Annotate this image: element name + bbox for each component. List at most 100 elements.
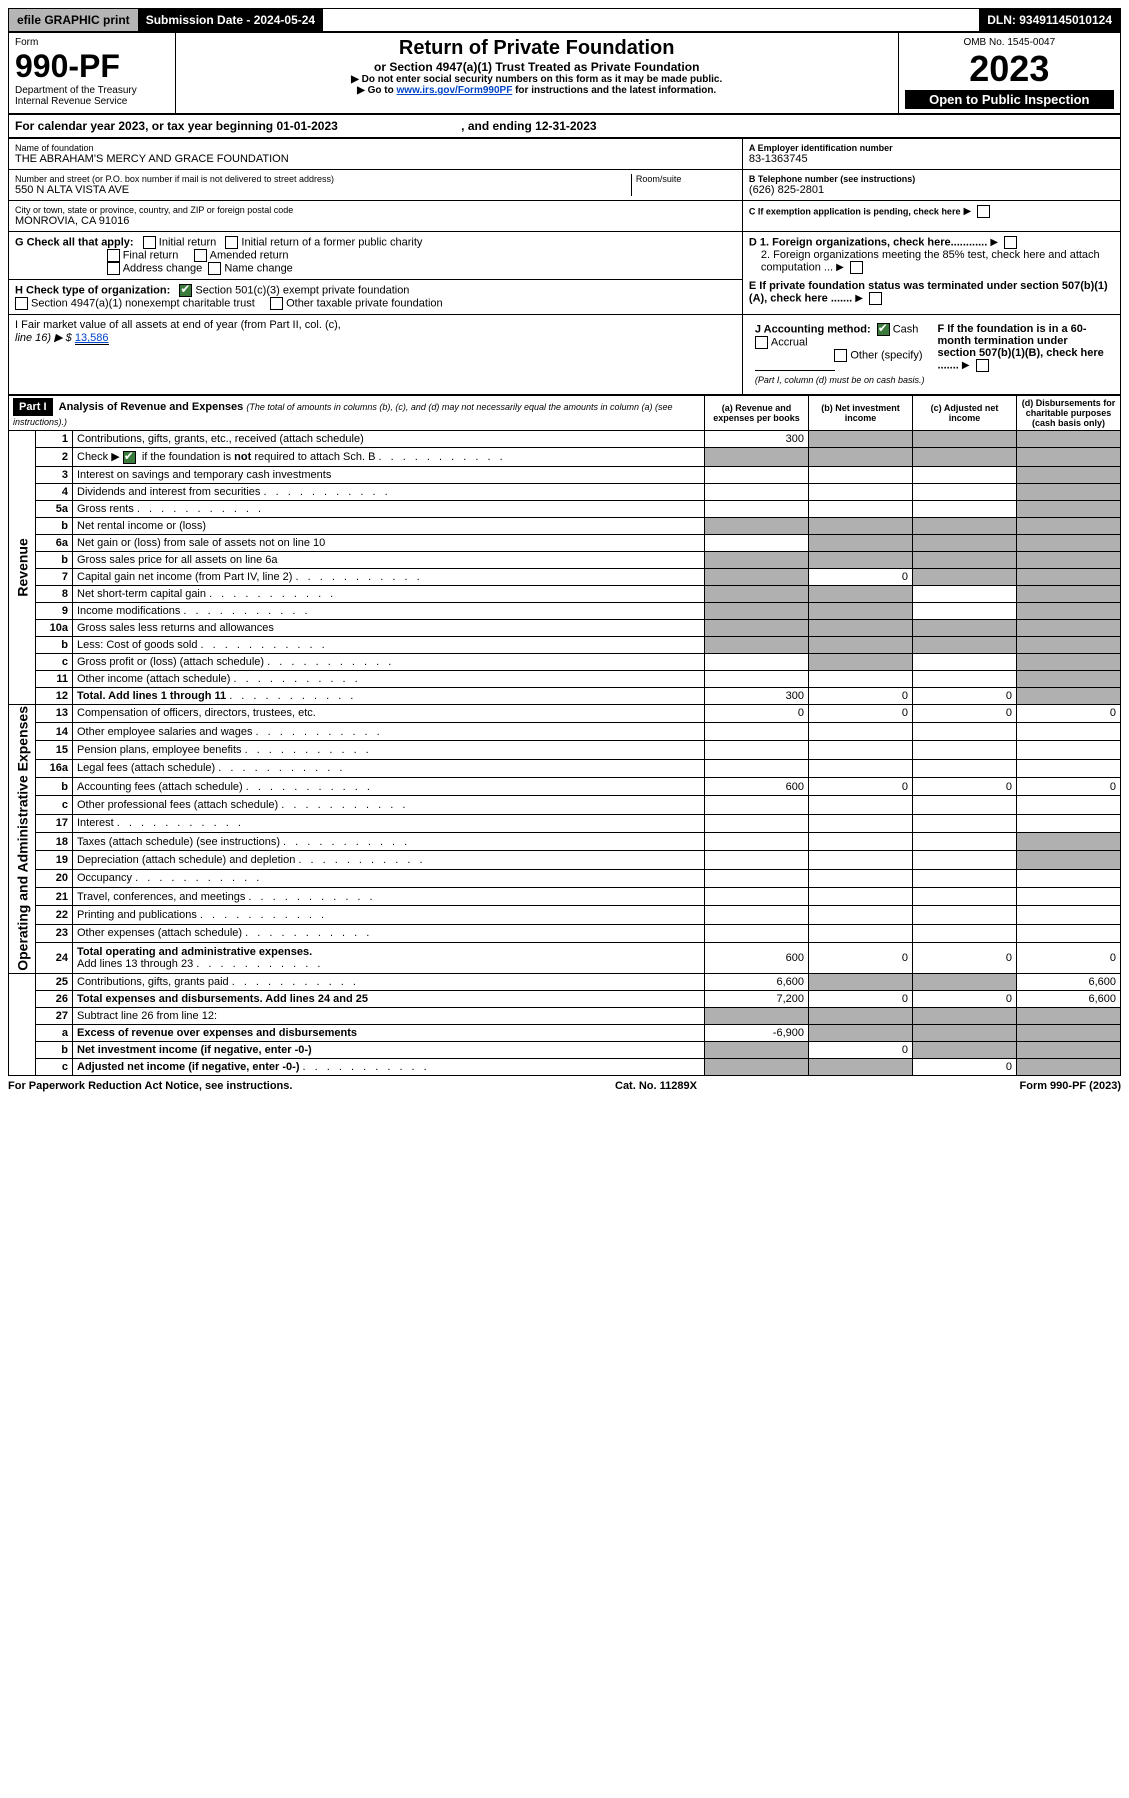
g-initial: Initial return <box>159 236 216 248</box>
col-a: (a) Revenue and expenses per books <box>705 396 809 431</box>
val-24b: 0 <box>809 943 913 974</box>
room-label: Room/suite <box>636 174 736 184</box>
j-cash-checkbox[interactable] <box>877 323 890 336</box>
city: MONROVIA, CA 91016 <box>15 215 736 227</box>
j-accrual: Accrual <box>771 336 808 348</box>
row-16a: Legal fees (attach schedule) <box>73 759 705 777</box>
d1-checkbox[interactable] <box>1004 236 1017 249</box>
i-line16: line 16) ▶ $ <box>15 332 72 344</box>
row-24: Total operating and administrative expen… <box>73 943 705 974</box>
row-16b: Accounting fees (attach schedule) <box>73 777 705 795</box>
i-label: I Fair market value of all assets at end… <box>15 319 736 331</box>
val-13a: 0 <box>705 704 809 722</box>
phone: (626) 825-2801 <box>749 184 1114 196</box>
row-26: Total expenses and disbursements. Add li… <box>73 991 705 1008</box>
e-label: E If private foundation status was termi… <box>749 280 1108 304</box>
val-1a: 300 <box>705 431 809 448</box>
val-26d: 6,600 <box>1017 991 1121 1008</box>
form-number: 990-PF <box>15 48 169 85</box>
pra-notice: For Paperwork Reduction Act Notice, see … <box>8 1080 292 1092</box>
row-7: Capital gain net income (from Part IV, l… <box>73 568 705 585</box>
g-initial-pub: Initial return of a former public charit… <box>241 236 422 248</box>
col-b: (b) Net investment income <box>809 396 913 431</box>
form-ref: Form 990-PF (2023) <box>1020 1080 1121 1092</box>
row-27b: Net investment income (if negative, ente… <box>73 1042 705 1059</box>
e-checkbox[interactable] <box>869 292 882 305</box>
col-c: (c) Adjusted net income <box>913 396 1017 431</box>
city-label: City or town, state or province, country… <box>15 205 736 215</box>
row-14: Other employee salaries and wages <box>73 722 705 740</box>
row-12: Total. Add lines 1 through 11 <box>73 687 705 704</box>
g-name: Name change <box>224 262 293 274</box>
c-checkbox[interactable] <box>977 205 990 218</box>
j-note: (Part I, column (d) must be on cash basi… <box>755 375 925 385</box>
irs-link[interactable]: www.irs.gov/Form990PF <box>397 85 513 96</box>
val-26c: 0 <box>913 991 1017 1008</box>
f-checkbox[interactable] <box>976 359 989 372</box>
h-other-checkbox[interactable] <box>270 297 283 310</box>
expenses-side: Operating and Administrative Expenses <box>9 704 36 974</box>
j-cash: Cash <box>893 323 919 335</box>
val-7b: 0 <box>809 568 913 585</box>
row-10b: Less: Cost of goods sold <box>73 636 705 653</box>
row-16c: Other professional fees (attach schedule… <box>73 796 705 814</box>
row-22: Printing and publications <box>73 906 705 924</box>
address: 550 N ALTA VISTA AVE <box>15 184 631 196</box>
g-name-checkbox[interactable] <box>208 262 221 275</box>
val-12c: 0 <box>913 687 1017 704</box>
ein: 83-1363745 <box>749 153 1114 165</box>
h-4947-checkbox[interactable] <box>15 297 28 310</box>
note2: ▶ Go to www.irs.gov/Form990PF for instru… <box>182 85 892 96</box>
g-initialpub-checkbox[interactable] <box>225 236 238 249</box>
j-other-checkbox[interactable] <box>834 349 847 362</box>
phone-label: B Telephone number (see instructions) <box>749 174 1114 184</box>
row-6a: Net gain or (loss) from sale of assets n… <box>73 534 705 551</box>
revenue-side: Revenue <box>9 431 36 705</box>
open-to-public: Open to Public Inspection <box>905 90 1114 109</box>
i-value[interactable]: 13,586 <box>75 332 109 345</box>
j-other: Other (specify) <box>850 349 922 361</box>
efile-label[interactable]: efile GRAPHIC print <box>9 9 138 31</box>
row-27c: Adjusted net income (if negative, enter … <box>73 1059 705 1076</box>
row-10a: Gross sales less returns and allowances <box>73 619 705 636</box>
topbar: efile GRAPHIC print Submission Date - 20… <box>8 8 1121 32</box>
g-addr-checkbox[interactable] <box>107 262 120 275</box>
val-26b: 0 <box>809 991 913 1008</box>
schB-checkbox[interactable] <box>123 451 136 464</box>
form-right: OMB No. 1545-0047 2023 Open to Public In… <box>898 33 1120 114</box>
row-13: Compensation of officers, directors, tru… <box>73 704 705 722</box>
row-19: Depreciation (attach schedule) and deple… <box>73 851 705 869</box>
val-12b: 0 <box>809 687 913 704</box>
j-accrual-checkbox[interactable] <box>755 336 768 349</box>
row-1: Contributions, gifts, grants, etc., rece… <box>73 431 705 448</box>
form-title: Return of Private Foundation <box>182 37 892 60</box>
g-final: Final return <box>123 249 179 261</box>
val-27bb: 0 <box>809 1042 913 1059</box>
form-header-table: Form 990-PF Department of the Treasury I… <box>8 32 1121 114</box>
row-10c: Gross profit or (loss) (attach schedule) <box>73 653 705 670</box>
val-27aa: -6,900 <box>705 1025 809 1042</box>
submission-date: Submission Date - 2024-05-24 <box>138 9 323 31</box>
val-16ba: 600 <box>705 777 809 795</box>
h-4947: Section 4947(a)(1) nonexempt charitable … <box>31 297 255 309</box>
row-17: Interest <box>73 814 705 832</box>
row-27a: Excess of revenue over expenses and disb… <box>73 1025 705 1042</box>
row-4: Dividends and interest from securities <box>73 483 705 500</box>
g-amended-checkbox[interactable] <box>194 249 207 262</box>
val-16bc: 0 <box>913 777 1017 795</box>
val-12a: 300 <box>705 687 809 704</box>
row-27: Subtract line 26 from line 12: <box>73 1008 705 1025</box>
row-23: Other expenses (attach schedule) <box>73 924 705 942</box>
tax-year: 2023 <box>905 48 1114 90</box>
part1-title: Analysis of Revenue and Expenses <box>59 401 244 413</box>
h-501: Section 501(c)(3) exempt private foundat… <box>195 284 409 296</box>
d2-checkbox[interactable] <box>850 261 863 274</box>
row-9: Income modifications <box>73 602 705 619</box>
calendar-row: For calendar year 2023, or tax year begi… <box>8 114 1121 138</box>
dept: Department of the Treasury <box>15 85 169 96</box>
g-initial-checkbox[interactable] <box>143 236 156 249</box>
g-final-checkbox[interactable] <box>107 249 120 262</box>
form-center: Return of Private Foundation or Section … <box>175 33 898 114</box>
h-501-checkbox[interactable] <box>179 284 192 297</box>
j-label: J Accounting method: <box>755 323 871 335</box>
